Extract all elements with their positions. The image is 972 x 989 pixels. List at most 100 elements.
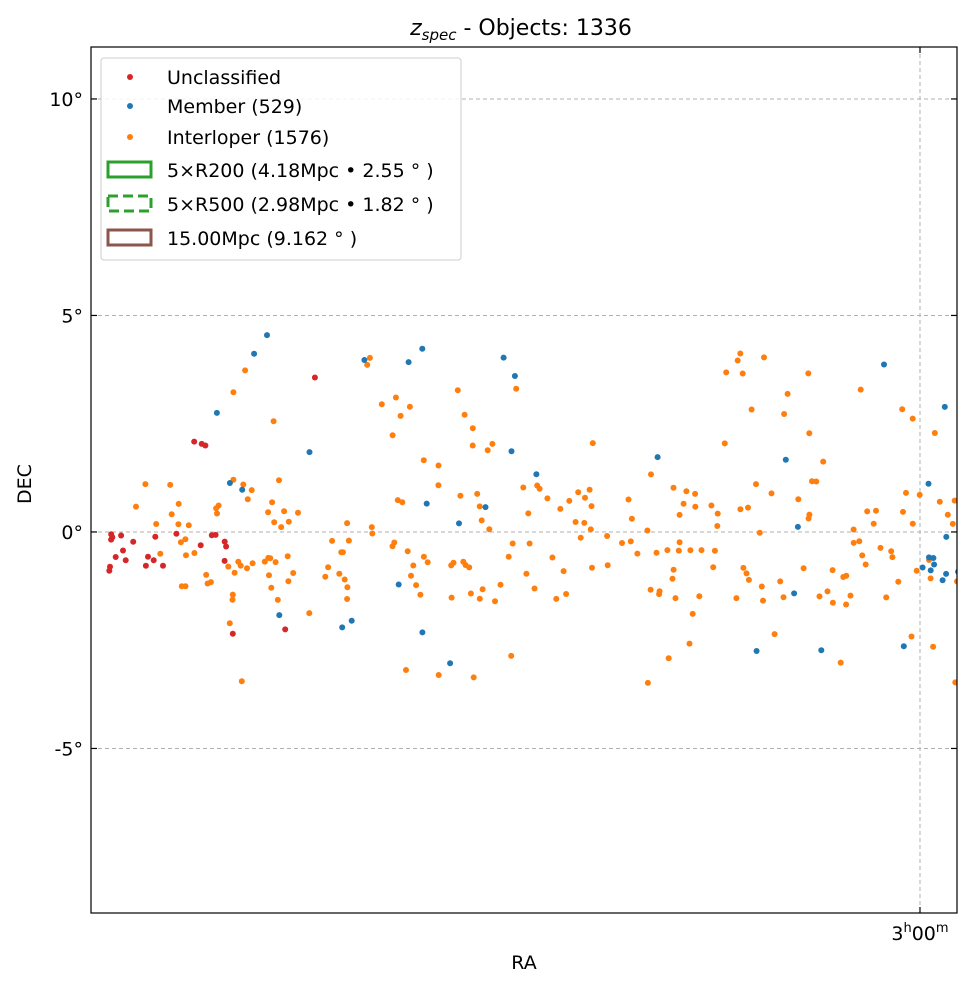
interloper-point <box>182 536 189 543</box>
member-point <box>794 523 801 530</box>
interloper-point <box>870 520 877 527</box>
interloper-point <box>240 481 247 488</box>
member-point <box>654 454 661 461</box>
y-tick-label: 0° <box>61 522 83 544</box>
interloper-point <box>364 361 371 368</box>
interloper-point <box>582 494 588 501</box>
legend-label: Interloper (1576) <box>167 127 329 149</box>
interloper-point <box>856 538 863 545</box>
member-point <box>447 660 454 667</box>
interloper-point <box>745 576 752 583</box>
interloper-point <box>903 489 909 496</box>
interloper-point <box>737 350 744 357</box>
interloper-point <box>644 527 651 534</box>
interloper-point <box>604 533 611 539</box>
interloper-point <box>183 552 189 559</box>
interloper-point <box>378 401 385 408</box>
member-point <box>306 449 313 456</box>
interloper-point <box>748 406 755 413</box>
interloper-point <box>505 553 512 560</box>
interloper-point <box>758 583 765 590</box>
interloper-point <box>142 481 149 488</box>
interloper-point <box>768 490 775 497</box>
interloper-point <box>647 586 654 593</box>
unclassified-point <box>229 630 236 637</box>
member-point <box>955 568 957 575</box>
interloper-point <box>913 567 920 574</box>
interloper-point <box>949 520 956 527</box>
member-point <box>533 471 540 478</box>
interloper-point <box>284 553 291 560</box>
interloper-point <box>531 585 538 592</box>
member-point <box>930 555 937 561</box>
interloper-point <box>295 509 301 516</box>
interloper-point <box>397 412 404 419</box>
interloper-point <box>670 566 677 573</box>
member-point <box>900 643 907 650</box>
member-point <box>239 486 246 493</box>
interloper-point <box>745 504 751 511</box>
interloper-point <box>534 482 541 489</box>
interloper-point <box>670 484 677 491</box>
member-point <box>939 577 946 584</box>
interloper-point <box>404 548 411 555</box>
interloper-point <box>806 430 813 437</box>
interloper-point <box>723 369 730 376</box>
interloper-point <box>805 370 812 377</box>
interloper-point <box>952 679 957 686</box>
interloper-point <box>653 549 660 556</box>
interloper-point <box>424 559 431 566</box>
interloper-point <box>753 481 759 488</box>
member-point <box>943 533 950 540</box>
interloper-point <box>420 553 427 560</box>
interloper-point <box>467 590 474 597</box>
interloper-point <box>760 597 766 604</box>
interloper-point <box>883 594 890 601</box>
interloper-point <box>229 591 236 598</box>
member-point <box>264 332 270 339</box>
member-point <box>361 357 368 363</box>
interloper-point <box>850 526 857 533</box>
interloper-point <box>392 394 399 401</box>
interloper-point <box>805 515 812 522</box>
interloper-point <box>549 554 556 561</box>
interloper-point <box>338 549 345 556</box>
member-point <box>925 480 932 487</box>
interloper-point <box>403 667 409 673</box>
interloper-point <box>930 643 937 650</box>
interloper-point <box>167 481 174 488</box>
interloper-point <box>215 502 222 509</box>
interloper-point <box>936 498 943 505</box>
member-point <box>508 448 515 455</box>
interloper-point <box>435 462 442 469</box>
legend-patch-r500 <box>106 194 153 213</box>
interloper-point <box>829 599 836 606</box>
interloper-point <box>244 565 250 572</box>
interloper-point <box>336 570 343 577</box>
interloper-point <box>676 539 683 546</box>
interloper-point <box>237 562 244 569</box>
legend-label: Unclassified <box>167 67 281 89</box>
interloper-point <box>781 411 788 417</box>
interloper-point <box>478 517 485 524</box>
interloper-point <box>899 406 906 413</box>
interloper-point <box>420 457 427 464</box>
legend-patch-r200 <box>106 160 153 179</box>
interloper-point <box>344 520 351 527</box>
interloper-point <box>271 519 278 526</box>
interloper-point <box>399 499 406 506</box>
x-tick-label: 3h00m <box>891 921 948 945</box>
interloper-point <box>889 554 896 561</box>
interloper-point <box>648 471 654 478</box>
interloper-point <box>457 492 464 499</box>
unclassified-point <box>202 442 209 449</box>
member-point <box>500 354 507 361</box>
interloper-point <box>544 495 551 502</box>
interloper-point <box>734 357 741 364</box>
member-point <box>941 403 948 410</box>
interloper-point <box>182 583 189 590</box>
interloper-point <box>864 508 871 515</box>
interloper-point <box>290 570 297 576</box>
interloper-point <box>226 620 233 627</box>
interloper-point <box>689 610 696 617</box>
